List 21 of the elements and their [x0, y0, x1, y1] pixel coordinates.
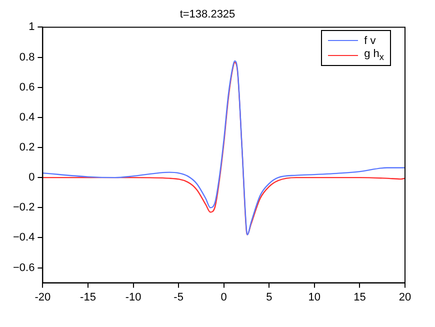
y-tick-label: −0.6: [12, 262, 35, 274]
y-tick-label: −0.2: [12, 202, 35, 214]
x-tick-label: -15: [80, 291, 96, 304]
x-tick-label: 0: [220, 291, 227, 304]
y-tick-label: −0.4: [12, 232, 35, 244]
x-tick-label: -20: [34, 291, 51, 304]
y-tick-label: 0.2: [19, 142, 35, 154]
legend-label: f v: [364, 34, 376, 46]
x-tick-label: 15: [354, 291, 366, 304]
y-tick-label: 0.8: [19, 51, 35, 64]
legend-label: g h$_{x}$: [364, 48, 384, 63]
y-tick-label: 0.6: [19, 81, 35, 94]
x-tick-label: 10: [308, 291, 321, 304]
y-tick-label: 0: [28, 172, 35, 184]
x-tick-label: 5: [266, 291, 272, 304]
y-tick-label: 0.4: [19, 111, 35, 124]
y-tick-label: 1: [28, 21, 35, 34]
x-tick-label: -10: [125, 291, 142, 304]
chart-title: t=138.2325: [180, 8, 236, 21]
x-tick-label: -5: [174, 291, 184, 304]
x-tick-label: 20: [398, 291, 412, 304]
